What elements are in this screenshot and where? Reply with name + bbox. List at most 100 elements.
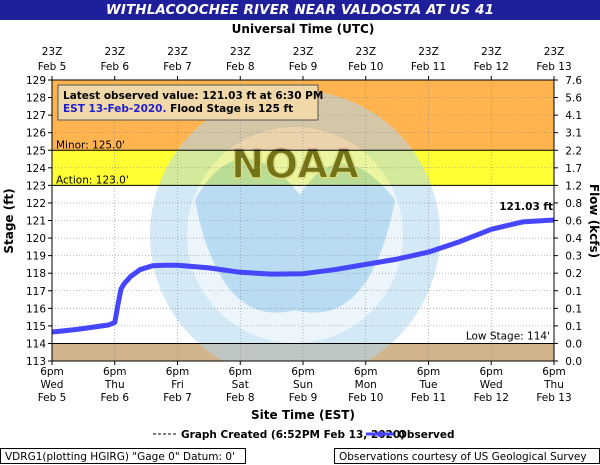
flow-tick-label: 0.1 [565,286,582,298]
stage-axis: 113 114 115 116 117 118 119 120 121 122 123 124 125 1… [26,75,52,368]
flow-tick-label: 0.1 [565,321,582,333]
est-tick-time: 6pm [40,366,64,378]
est-tick-time: 6pm [103,366,127,378]
est-tick-day: Sun [293,379,313,391]
stage-tick-label: 124 [26,163,46,175]
est-tick-time: 6pm [542,366,566,378]
est-tick-day: Mon [355,379,377,391]
flow-tick-label: 1.7 [565,163,582,175]
legend-observed-marker [377,431,383,437]
top-axis-label: Universal Time (UTC) [232,22,375,36]
est-tick-day: Tue [419,379,438,391]
stage-tick-label: 126 [26,128,46,140]
est-tick-date: Feb 13 [536,392,571,404]
est-tick-day: Thu [104,379,125,391]
stage-tick-label: 123 [26,180,46,192]
utc-tick-time: 23Z [293,46,314,58]
utc-axis: 23Z Feb 5 23Z Feb 6 23Z Feb 7 23Z Feb 8 23Z Feb 9… [38,46,572,80]
series-line-observed [52,217,554,335]
est-tick-day: Thu [543,379,564,391]
watermark-noaa-text: NOAA [231,142,359,188]
est-tick-time: 6pm [417,366,441,378]
est-tick-date: Feb 9 [289,392,318,404]
chart-legend: Graph Created (6:52PM Feb 13, 2020) Obse… [153,429,454,441]
utc-tick-time: 23Z [418,46,439,58]
stage-tick-label: 115 [26,321,46,333]
flow-tick-label: 0.3 [565,251,582,263]
info-line-2-date: EST 13-Feb-2020. [63,103,166,115]
y2-axis-label: Flow (kcfs) [587,184,600,258]
flow-tick-label: 7.6 [565,75,582,87]
info-line-1: Latest observed value: 121.03 ft at 6:30… [63,90,323,102]
chart-title: WITHLACOOCHEE RIVER NEAR VALDOSTA AT US … [0,0,600,20]
flow-tick-label: 0.2 [565,268,582,280]
last-value-label: 121.03 ft [499,201,553,213]
noaa-watermark: NOAA [150,90,440,361]
flow-tick-label: 2.2 [565,145,582,157]
utc-tick-date: Feb 8 [226,61,255,73]
legend-graph-created: Graph Created (6:52PM Feb 13, 2020) [181,429,405,441]
stage-tick-label: 122 [26,198,46,210]
flow-tick-label: 0.8 [565,198,582,210]
threshold-label-minor: Minor: 125.0' [56,139,125,151]
est-tick-date: Feb 5 [38,392,67,404]
footer-credit: Observations courtesy of US Geological S… [334,448,600,464]
flow-tick-label: 5.6 [565,93,582,105]
latest-value-box: Latest observed value: 121.03 ft at 6:30… [57,84,323,121]
flow-tick-label: 0.4 [565,233,582,245]
utc-tick-date: Feb 9 [289,61,318,73]
est-tick-date: Feb 11 [411,392,446,404]
info-line-2-flood: Flood Stage is 125 ft [166,103,293,115]
est-tick-time: 6pm [166,366,190,378]
stage-tick-label: 125 [26,145,46,157]
flow-tick-label: 0.0 [565,356,582,368]
utc-tick-time: 23Z [355,46,376,58]
footer-datum: VDRG1(plotting HGIRG) "Gage 0" Datum: 0' [0,448,246,464]
stage-tick-label: 120 [26,233,46,245]
observed-series [52,217,554,335]
est-tick-day: Fri [171,379,184,391]
stage-tick-label: 121 [26,216,46,228]
est-tick-date: Feb 7 [163,392,192,404]
utc-tick-date: Feb 7 [163,61,192,73]
y-axis-label: Stage (ft) [2,188,16,253]
stage-tick-label: 114 [26,338,46,350]
utc-tick-time: 23Z [481,46,502,58]
stage-tick-label: 128 [26,93,46,105]
stage-tick-label: 127 [26,110,46,122]
flow-tick-label: 1.2 [565,180,582,192]
stage-tick-label: 129 [26,75,46,87]
flow-tick-label: 0.1 [565,303,582,315]
utc-tick-time: 23Z [104,46,125,58]
est-tick-time: 6pm [228,366,252,378]
stage-tick-label: 119 [26,251,46,263]
utc-tick-date: Feb 12 [474,61,509,73]
threshold-label-action: Action: 123.0' [56,174,129,186]
info-line-2: EST 13-Feb-2020. Flood Stage is 125 ft [63,103,293,115]
est-tick-date: Feb 10 [348,392,383,404]
est-tick-day: Sat [232,379,249,391]
flow-axis: 0.0 0.0 0.1 0.1 0.1 0.2 0.3 0.4 0.6 0.8 1.2 1.7 2.2 3… [554,75,582,368]
utc-tick-time: 23Z [230,46,251,58]
est-tick-time: 6pm [291,366,315,378]
info-box-frame [57,84,319,121]
utc-tick-time: 23Z [42,46,63,58]
est-tick-day: Wed [41,379,64,391]
stage-tick-label: 117 [26,286,46,298]
utc-tick-date: Feb 10 [348,61,383,73]
flow-tick-label: 3.1 [565,128,582,140]
est-tick-date: Feb 8 [226,392,255,404]
utc-tick-date: Feb 6 [100,61,129,73]
flow-tick-label: 0.6 [565,216,582,228]
est-tick-date: Feb 12 [474,392,509,404]
flow-tick-label: 0.0 [565,338,582,350]
threshold-label-low: Low Stage: 114' [466,330,550,342]
stage-tick-label: 113 [26,356,46,368]
stage-tick-label: 118 [26,268,46,280]
threshold-lines: Minor: 125.0' Action: 123.0' Low Stage: 11… [52,139,554,344]
hydrograph-chart: NOAA Minor: 125.0' Action: 123.0' Low Stag… [2,22,600,441]
utc-tick-time: 23Z [544,46,565,58]
stage-tick-label: 116 [26,303,46,315]
